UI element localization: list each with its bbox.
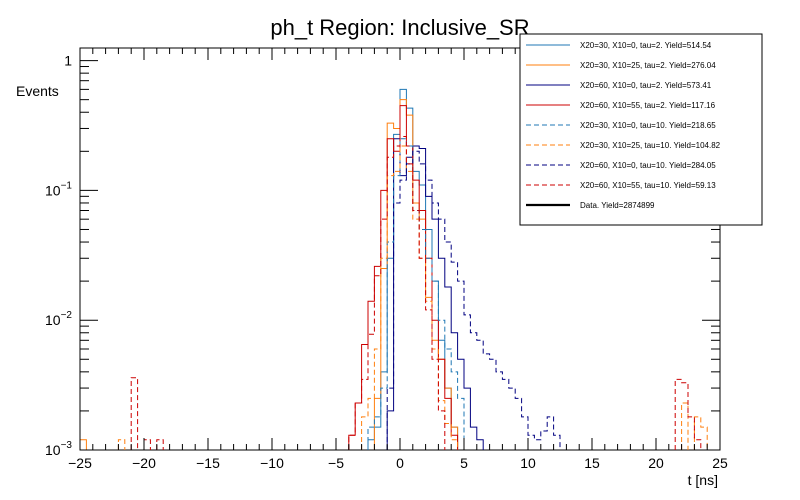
x-tick-label: −25: [68, 455, 92, 471]
legend-entry-3: X20=60, X10=0, tau=2. Yield=573.41: [580, 81, 712, 90]
x-tick-label: 20: [648, 455, 664, 471]
x-tick-label: −20: [132, 455, 156, 471]
chart-title: ph_t Region: Inclusive_SR: [270, 15, 529, 40]
legend-entry-6: X20=30, X10=25, tau=10. Yield=104.82: [580, 141, 721, 150]
series-line-8: [130, 136, 702, 450]
legend: X20=30, X10=0, tau=2. Yield=514.54 X20=30…: [519, 33, 763, 226]
legend-entry-7: X20=60, X10=0, tau=10. Yield=284.05: [580, 161, 716, 170]
series-line-5: [367, 138, 465, 450]
x-tick-label: 0: [396, 455, 404, 471]
x-axis-label: t [ns]: [688, 472, 718, 488]
legend-entry-8: X20=60, X10=55, tau=10. Yield=59.13: [580, 181, 716, 190]
x-tick-label: 25: [712, 455, 728, 471]
legend-entry-2: X20=30, X10=25, tau=2. Yield=276.04: [580, 61, 716, 70]
y-tick-label: 1: [64, 53, 72, 69]
y-tick-label: 10−3: [45, 440, 72, 458]
y-axis-label: Events: [16, 83, 59, 99]
legend-box: [519, 33, 763, 226]
series-line-7: [386, 150, 561, 450]
series-line-6: [117, 145, 708, 450]
series-layer: [79, 88, 708, 450]
x-tick-label: 10: [520, 455, 536, 471]
legend-entry-9: Data. Yield=2874899: [580, 201, 655, 210]
x-tick-label: −5: [328, 455, 344, 471]
x-tick-label: −15: [196, 455, 220, 471]
series-line-2: [79, 99, 459, 450]
y-tick-label: 10−2: [45, 310, 72, 328]
series-line-3: [386, 138, 484, 450]
x-tick-label: 5: [460, 455, 468, 471]
x-tick-label: −10: [260, 455, 284, 471]
y-tick-label: 10−1: [45, 180, 72, 198]
legend-entry-5: X20=30, X10=0, tau=10. Yield=218.65: [580, 121, 716, 130]
legend-entry-4: X20=60, X10=55, tau=2. Yield=117.16: [580, 101, 716, 110]
x-tick-label: 15: [584, 455, 600, 471]
series-line-4: [348, 105, 459, 450]
legend-entry-1: X20=30, X10=0, tau=2. Yield=514.54: [580, 41, 712, 50]
